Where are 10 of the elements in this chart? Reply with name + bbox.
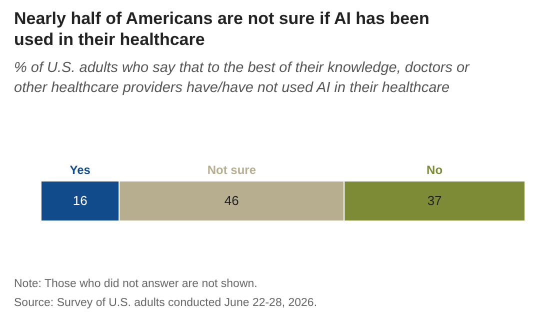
chart-title: Nearly half of Americans are not sure if AI has been used in their healthcare xyxy=(14,8,430,50)
data-label: 46 xyxy=(224,193,239,208)
text: Note: Those who did not answer are not shown. xyxy=(14,277,258,292)
chart-subtitle: % of U.S. adults who say that to the best of their knowledge, doctors or other healthcare providers have/have not used AI in their healthcare xyxy=(14,59,471,98)
source-note: Source: Survey of U.S. adults conducted June 22-28, 2026. xyxy=(14,296,318,311)
series-label: Not sure xyxy=(207,163,256,177)
data-label: 16 xyxy=(72,193,88,208)
series-label: Yes xyxy=(70,163,91,177)
data-label: 37 xyxy=(427,193,442,208)
series-label: No xyxy=(426,163,443,177)
